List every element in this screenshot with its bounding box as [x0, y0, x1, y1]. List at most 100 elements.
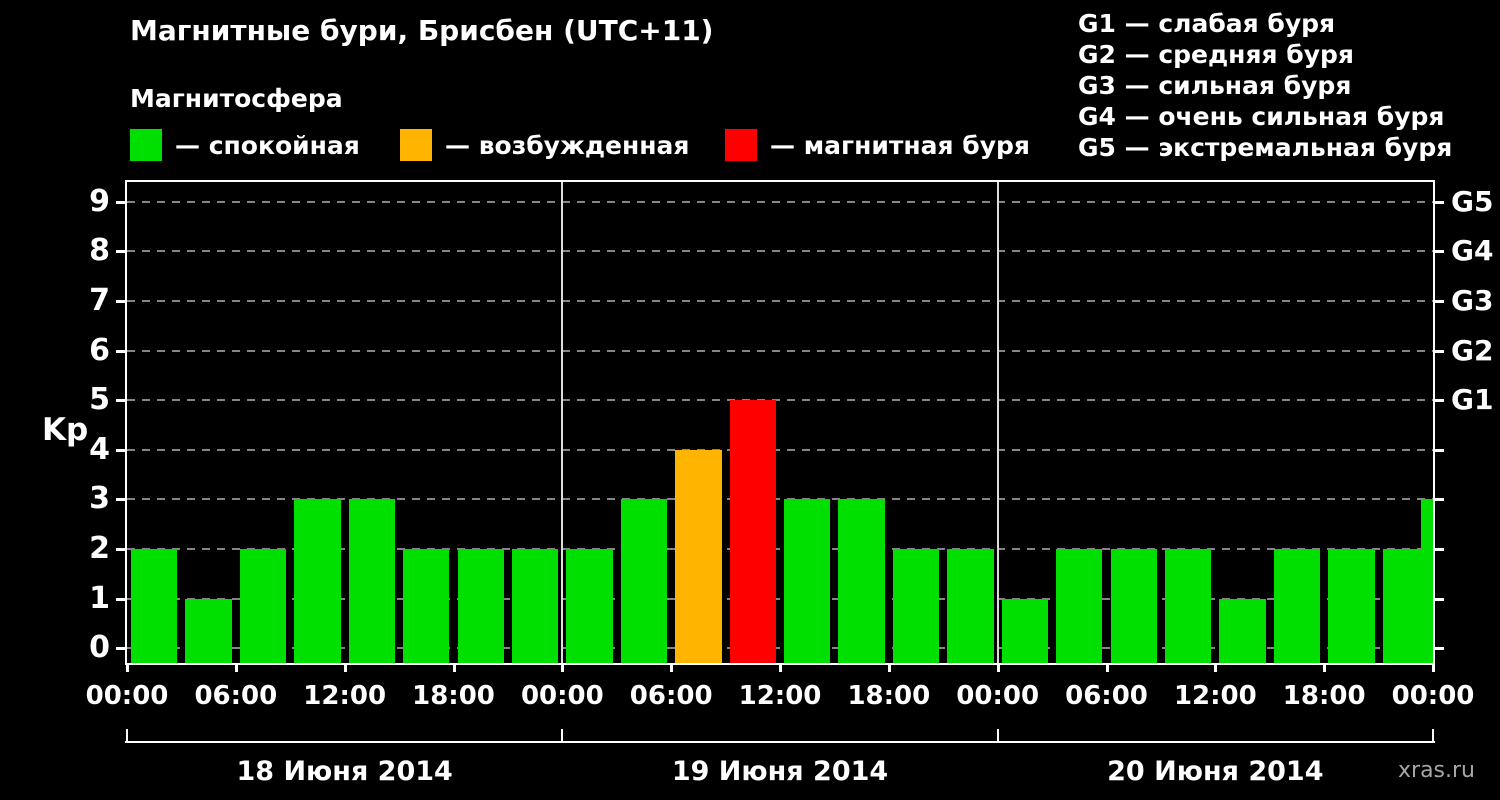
g-scale-label-G2: G2 — [1451, 333, 1494, 367]
y-axis-tick — [116, 349, 125, 353]
date-axis-tick — [126, 729, 128, 743]
gridline-kp-5 — [127, 399, 1433, 402]
y-axis-tick — [116, 647, 125, 651]
kp-bar — [675, 449, 722, 663]
kp-bar — [1273, 548, 1321, 663]
kp-bar — [1421, 499, 1433, 663]
legend-label-excited: — возбужденная — [445, 130, 690, 160]
time-tick-label: 00:00 — [1391, 681, 1475, 711]
x-axis-tick — [1214, 665, 1218, 672]
chart-subtitle: Магнитосфера — [130, 84, 343, 113]
y-axis-tick — [116, 498, 125, 502]
date-axis-tick — [1432, 729, 1434, 743]
y-axis-tick — [116, 547, 125, 551]
x-axis-tick — [126, 665, 129, 672]
x-axis-tick — [996, 665, 1000, 672]
x-axis-tick — [1432, 665, 1435, 672]
y-axis-tick — [116, 250, 125, 254]
right-axis-tick — [1435, 547, 1444, 551]
date-axis-tick — [561, 729, 564, 743]
kp-bar — [784, 499, 831, 663]
kp-bar — [947, 548, 994, 663]
time-tick-label: 12:00 — [738, 681, 822, 711]
kp-bar — [457, 548, 504, 663]
y-tick-label: 6 — [89, 332, 110, 368]
kp-bar — [239, 548, 287, 663]
g-legend-item-1: G1 — слабая буря — [1078, 9, 1336, 38]
x-axis-tick — [1323, 665, 1327, 672]
storm-scale-legend: G1 — слабая буря G2 — средняя буря G3 — си… — [1078, 8, 1452, 163]
x-axis-tick — [670, 665, 674, 672]
date-axis-line — [125, 741, 1435, 743]
kp-bar — [294, 499, 341, 663]
y-tick-label: 5 — [89, 381, 110, 417]
kp-bar — [131, 548, 178, 663]
kp-bar — [1001, 598, 1049, 663]
legend-label-storm: — магнитная буря — [770, 130, 1030, 160]
y-axis-tick — [116, 597, 125, 601]
y-tick-label: 2 — [89, 530, 110, 566]
date-label: 20 Июня 2014 — [1107, 756, 1324, 787]
kp-bar — [403, 548, 450, 663]
chart-title: Магнитные бури, Брисбен (UTC+11) — [130, 14, 714, 47]
g-scale-label-G1: G1 — [1451, 383, 1494, 417]
gridline-kp-4 — [127, 448, 1433, 451]
date-label: 18 Июня 2014 — [236, 756, 453, 787]
time-tick-label: 06:00 — [1065, 681, 1148, 711]
legend-swatch-excited — [400, 129, 432, 161]
right-axis-tick — [1435, 448, 1444, 452]
kp-bar — [511, 548, 559, 663]
kp-bar — [892, 548, 940, 663]
x-axis-tick — [887, 665, 891, 672]
day-separator-line — [996, 182, 999, 663]
right-axis-tick — [1435, 200, 1444, 204]
legend-item-quiet: — спокойная — [130, 128, 360, 162]
g-legend-item-3: G3 — сильная буря — [1078, 71, 1352, 100]
y-tick-label: 0 — [89, 629, 110, 665]
time-tick-label: 12:00 — [1173, 681, 1257, 711]
time-tick-label: 00:00 — [956, 681, 1040, 711]
g-legend-item-4: G4 — очень сильная буря — [1078, 102, 1445, 131]
gridline-kp-8 — [127, 250, 1433, 253]
gridline-kp-6 — [127, 349, 1433, 352]
g-scale-label-G4: G4 — [1451, 234, 1494, 268]
gridline-kp-0 — [127, 647, 1433, 650]
right-axis-tick — [1435, 349, 1444, 353]
y-axis-tick — [116, 448, 125, 452]
legend-label-quiet: — спокойная — [175, 130, 360, 160]
y-axis-tick — [116, 300, 125, 303]
y-tick-label: 3 — [89, 481, 110, 517]
legend-item-storm: — магнитная буря — [725, 128, 1030, 162]
gridline-kp-3 — [127, 498, 1433, 501]
kp-bar — [566, 548, 613, 663]
kp-bar — [620, 499, 668, 663]
y-axis-title: Kp — [42, 412, 89, 448]
right-axis-tick — [1435, 250, 1444, 254]
y-tick-label: 9 — [89, 183, 110, 219]
right-axis-tick — [1435, 498, 1444, 502]
kp-bar — [1056, 548, 1103, 663]
time-tick-label: 18:00 — [1282, 681, 1366, 711]
x-axis-tick — [343, 665, 347, 672]
time-tick-label: 00:00 — [520, 681, 604, 711]
right-axis-tick — [1435, 399, 1444, 403]
kp-bar — [185, 598, 232, 663]
x-axis-tick — [561, 665, 565, 672]
right-axis-tick — [1435, 300, 1444, 303]
y-tick-label: 7 — [89, 282, 110, 318]
kp-bar — [1164, 548, 1212, 663]
watermark: xras.ru — [1398, 758, 1475, 783]
y-axis-tick — [116, 200, 125, 204]
kp-bar — [1219, 598, 1266, 663]
plot-area — [125, 180, 1435, 665]
g-scale-label-G3: G3 — [1451, 283, 1494, 317]
g-legend-item-2: G2 — средняя буря — [1078, 40, 1354, 69]
time-tick-label: 18:00 — [847, 681, 931, 711]
y-tick-label: 4 — [89, 431, 110, 467]
y-tick-label: 1 — [89, 580, 110, 616]
date-axis-tick — [996, 729, 999, 743]
kp-bar — [348, 499, 396, 663]
legend-swatch-quiet — [130, 129, 162, 161]
gridline-kp-9 — [127, 200, 1433, 203]
